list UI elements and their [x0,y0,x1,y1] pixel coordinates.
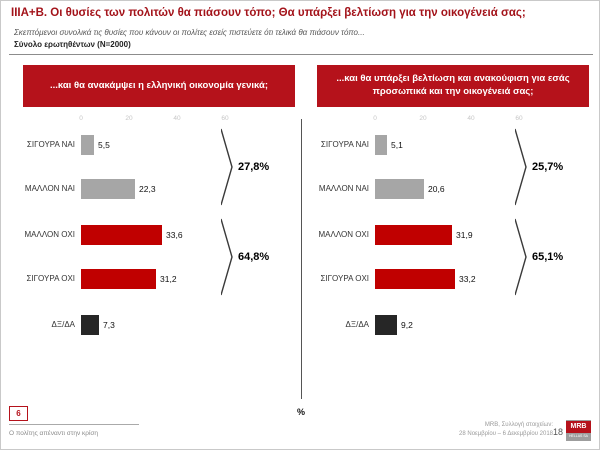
axis-ticks: 0 20 40 60 [317,115,589,125]
chart-row: ΣΙΓΟΥΡΑ ΟΧΙ 31,2 [23,261,295,297]
sample-size-label: Σύνολο ερωτηθέντων (N=2000) [14,40,131,49]
value-label: 33,6 [166,230,183,240]
axis-tick-label: 60 [221,115,229,122]
axis-tick-label: 0 [79,115,83,122]
page-title: IIIA+B. Οι θυσίες των πολιτών θα πιάσουν… [11,7,526,19]
panel-divider-line [301,119,302,399]
bar [375,179,424,199]
axis-tick-label: 0 [373,115,377,122]
bracket-shape [221,128,233,206]
value-label: 5,5 [98,140,110,150]
value-label: 31,2 [160,274,177,284]
header-divider-line [9,54,593,55]
group-percent-label: 27,8% [238,161,270,173]
bar-area: 7,3 [81,315,295,335]
bar [81,269,156,289]
axis-tick-label: 40 [467,115,475,122]
bar [81,315,99,335]
group-bracket: 25,7% [515,127,563,207]
axis-tick-label: 20 [419,115,427,122]
category-label: ΜΑΛΛΟΝ ΝΑΙ [24,184,75,194]
chart-header-economy: ...και θα ανακάμψει η ελληνική οικονομία… [23,65,295,107]
group-bracket: 65,1% [515,217,563,297]
bar [375,225,452,245]
bar [375,269,455,289]
bar [375,135,387,155]
chart-row: ΜΑΛΛΟΝ ΟΧΙ 31,9 [317,217,589,253]
bar-area: 22,3 [81,179,295,199]
axis-tick-label: 40 [173,115,181,122]
axis-tick-label: 20 [125,115,133,122]
bar-area: 31,9 [375,225,589,245]
footer-section-title: Ο πολίτης απέναντι στην κρίση [9,430,99,437]
footer-source-line1: MRB, Συλλογή στοιχείων: [484,422,553,428]
bar [81,225,162,245]
bar-area: 5,5 [81,135,295,155]
chart-row: ΔΞ/ΔΑ 9,2 [317,307,589,343]
axis-ticks: 0 20 40 60 [23,115,295,125]
chart-rows: ΣΙΓΟΥΡΑ ΝΑΙ 5,5 ΜΑΛΛΟΝ ΝΑΙ 22,3 ΜΑΛΛΟΝ ΟΧΙ 33… [23,127,295,343]
category-label: ΜΑΛΛΟΝ ΟΧΙ [24,230,75,240]
question-subtitle: Σκεπτόμενοι συνολικά τις θυσίες που κάνο… [14,28,365,37]
bar-area: 9,2 [375,315,589,335]
bar-area: 5,1 [375,135,589,155]
bar [375,315,397,335]
mrb-logo: MRB HELLAS SA [566,420,591,441]
group-percent-label: 25,7% [532,161,564,173]
mrb-logo-text: MRB [566,421,591,433]
bar-area: 20,6 [375,179,589,199]
value-label: 5,1 [391,140,403,150]
chart-row: ΜΑΛΛΟΝ ΝΑΙ 20,6 [317,171,589,207]
chart-panel-economy: ...και θα ανακάμψει η ελληνική οικονομία… [23,65,295,351]
value-label: 22,3 [139,184,156,194]
category-label: ΔΞ/ΔΑ [345,320,369,330]
mrb-logo-subtext: HELLAS SA [568,434,589,438]
page-number: 18 [552,427,563,437]
group-percent-label: 65,1% [532,251,564,263]
category-label: ΔΞ/ΔΑ [51,320,75,330]
value-label: 33,2 [459,274,476,284]
bracket-shape [515,218,527,296]
axis-tick-label: 60 [515,115,523,122]
value-label: 20,6 [428,184,445,194]
group-percent-label: 64,8% [238,251,270,263]
footer-source: MRB, Συλλογή στοιχείων: 28 Νοεμβρίου – 6… [459,421,553,439]
category-label: ΣΙΓΟΥΡΑ ΝΑΙ [26,140,75,150]
bracket-shape [515,128,527,206]
chart-row: ΣΙΓΟΥΡΑ ΝΑΙ 5,5 [23,127,295,163]
chart-body: 0 20 40 60 ΣΙΓΟΥΡΑ ΝΑΙ 5,5 ΜΑΛΛΟΝ ΝΑΙ 22,3 ΜΑΛΛ… [23,115,295,343]
chart-panel-family: ...και θα υπάρξει βελτίωση και ανακούφισ… [317,65,589,351]
chart-row: ΣΙΓΟΥΡΑ ΝΑΙ 5,1 [317,127,589,163]
category-label: ΜΑΛΛΟΝ ΟΧΙ [318,230,369,240]
value-label: 7,3 [103,320,115,330]
bracket-shape [221,218,233,296]
bar-area: 31,2 [81,269,295,289]
chart-row: ΔΞ/ΔΑ 7,3 [23,307,295,343]
bar [81,179,135,199]
chart-row: ΜΑΛΛΟΝ ΝΑΙ 22,3 [23,171,295,207]
category-label: ΣΙΓΟΥΡΑ ΝΑΙ [320,140,369,150]
group-bracket: 64,8% [221,217,269,297]
group-bracket: 27,8% [221,127,269,207]
bar-area: 33,6 [81,225,295,245]
section-number-box: 6 [9,406,28,421]
bar [81,135,94,155]
chart-header-family: ...και θα υπάρξει βελτίωση και ανακούφισ… [317,65,589,107]
chart-row: ΜΑΛΛΟΝ ΟΧΙ 33,6 [23,217,295,253]
value-label: 9,2 [401,320,413,330]
chart-body: 0 20 40 60 ΣΙΓΟΥΡΑ ΝΑΙ 5,1 ΜΑΛΛΟΝ ΝΑΙ 20,6 ΜΑΛΛ… [317,115,589,343]
value-label: 31,9 [456,230,473,240]
bar-area: 33,2 [375,269,589,289]
category-label: ΣΙΓΟΥΡΑ ΟΧΙ [320,274,369,284]
chart-row: ΣΙΓΟΥΡΑ ΟΧΙ 33,2 [317,261,589,297]
footer-source-line2: 28 Νοεμβρίου – 6 Δεκεμβρίου 2018 [459,431,553,437]
category-label: ΜΑΛΛΟΝ ΝΑΙ [318,184,369,194]
category-label: ΣΙΓΟΥΡΑ ΟΧΙ [26,274,75,284]
chart-rows: ΣΙΓΟΥΡΑ ΝΑΙ 5,1 ΜΑΛΛΟΝ ΝΑΙ 20,6 ΜΑΛΛΟΝ ΟΧΙ 31… [317,127,589,343]
footer-divider-line [9,424,139,425]
percent-unit-label: % [297,407,306,417]
